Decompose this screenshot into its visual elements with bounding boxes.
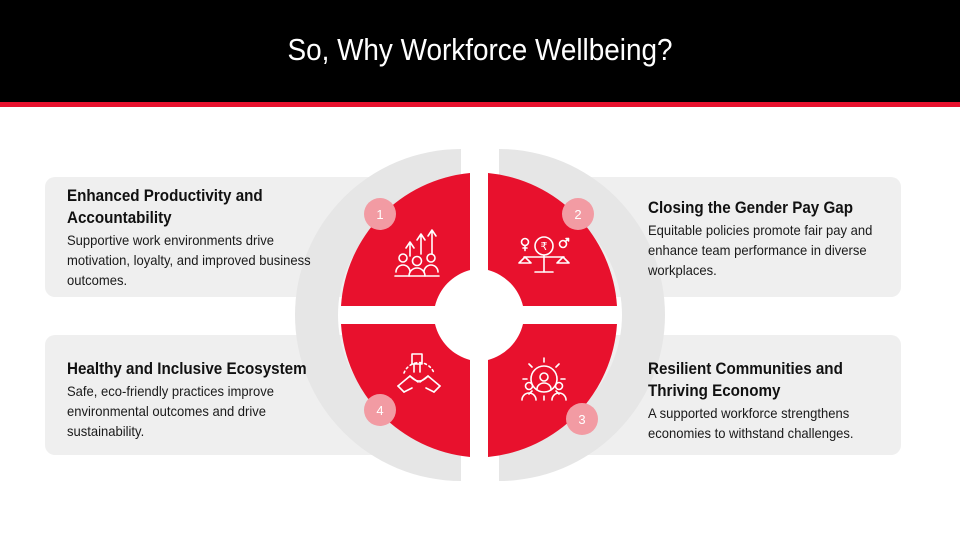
item-2-text: Closing the Gender Pay Gap Equitable pol… [648, 197, 898, 280]
quadrant-3 [488, 324, 617, 457]
quadrant-2 [488, 173, 617, 306]
svg-text:1: 1 [376, 207, 383, 222]
item-1-description: Supportive work environments drive motiv… [67, 232, 311, 288]
item-3-text: Resilient Communities and Thriving Econo… [648, 358, 898, 443]
item-1-text: Enhanced Productivity and Accountability… [67, 185, 327, 290]
item-2-description: Equitable policies promote fair pay and … [648, 222, 873, 278]
header-bar [0, 0, 960, 102]
item-2-heading: Closing the Gender Pay Gap [648, 199, 853, 217]
hands-unity-icon [397, 353, 441, 393]
community-gear-icon [521, 357, 567, 401]
badge-1: 1 [364, 198, 396, 230]
svg-text:3: 3 [578, 412, 585, 427]
pay-balance-icon: ₹ [518, 236, 570, 273]
svg-text:₹: ₹ [541, 240, 548, 253]
item-4-heading: Healthy and Inclusive Ecosystem [67, 360, 307, 378]
header-accent-stripe [0, 102, 960, 107]
badge-3: 3 [566, 403, 598, 435]
item-3-heading: Resilient Communities and Thriving Econo… [648, 360, 843, 400]
page-title: So, Why Workforce Wellbeing? [287, 32, 673, 67]
svg-text:4: 4 [376, 403, 383, 418]
item-1-heading: Enhanced Productivity and Accountability [67, 187, 263, 227]
item-4-text: Healthy and Inclusive Ecosystem Safe, ec… [67, 358, 327, 441]
item-4-description: Safe, eco-friendly practices improve env… [67, 383, 274, 439]
svg-text:2: 2 [574, 207, 581, 222]
team-growth-icon [394, 229, 440, 277]
badge-2: 2 [562, 198, 594, 230]
badge-4: 4 [364, 394, 396, 426]
item-3-description: A supported workforce strengthens econom… [648, 405, 854, 441]
